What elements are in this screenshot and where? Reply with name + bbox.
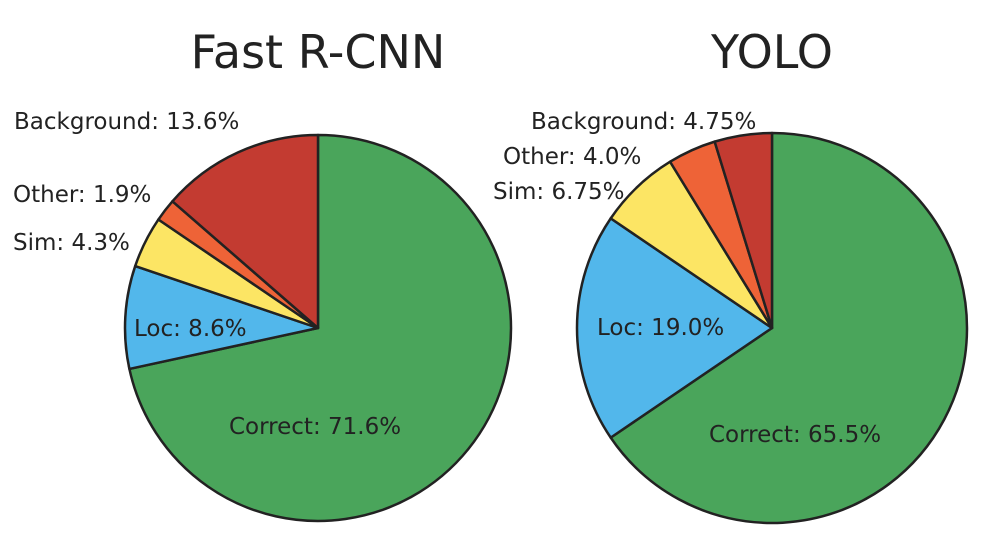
yolo-labels: Correct: 65.5% Loc: 19.0% Sim: 6.75% Oth… <box>493 109 881 448</box>
yolo-title: YOLO <box>710 25 833 79</box>
fast-rcnn-pie-chart: Fast R-CNN Correct: 71.6% Loc: 8.6% Sim:… <box>13 25 513 523</box>
yolo-label-loc: Loc: 19.0% <box>597 315 724 341</box>
fast-rcnn-label-correct: Correct: 71.6% <box>229 414 401 440</box>
fast-rcnn-label-sim: Sim: 4.3% <box>13 230 130 256</box>
fast-rcnn-slice-loc <box>123 264 320 371</box>
fast-rcnn-label-other: Other: 1.9% <box>13 182 151 208</box>
fast-rcnn-slice-background <box>171 133 320 330</box>
yolo-slice-background <box>713 131 774 330</box>
fast-rcnn-slices <box>123 133 513 523</box>
yolo-label-background: Background: 4.75% <box>531 109 756 135</box>
yolo-label-sim: Sim: 6.75% <box>493 179 625 205</box>
fast-rcnn-labels: Correct: 71.6% Loc: 8.6% Sim: 4.3% Other… <box>13 109 401 440</box>
yolo-slices <box>575 131 969 525</box>
yolo-label-correct: Correct: 65.5% <box>709 422 881 448</box>
fast-rcnn-label-background: Background: 13.6% <box>14 109 239 135</box>
yolo-slice-loc <box>575 217 774 439</box>
fast-rcnn-title: Fast R-CNN <box>191 25 446 79</box>
fast-rcnn-slice-correct <box>128 133 513 523</box>
yolo-label-other: Other: 4.0% <box>503 144 641 170</box>
yolo-pie-chart: YOLO Correct: 65.5% Loc: 19.0% Sim: 6.75… <box>493 25 969 525</box>
yolo-slice-correct <box>609 131 969 525</box>
fast-rcnn-label-loc: Loc: 8.6% <box>134 316 247 342</box>
